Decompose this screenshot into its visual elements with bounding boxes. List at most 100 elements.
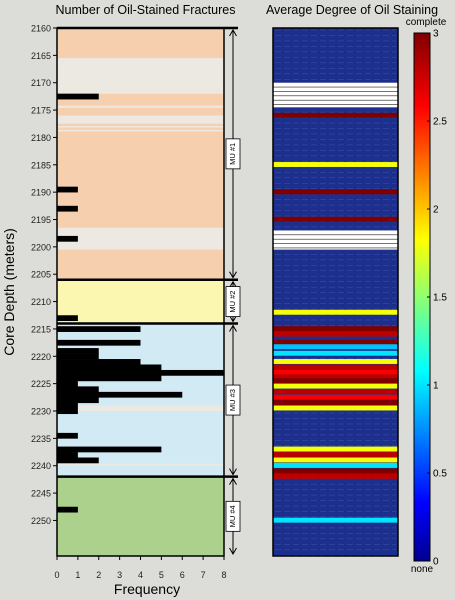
left-chart-title: Number of Oil-Stained Fractures — [56, 3, 236, 17]
fracture-bar — [57, 457, 99, 464]
fracture-bar — [57, 348, 99, 354]
y-tick-label: 2225 — [31, 379, 51, 389]
y-tick-label: 2190 — [31, 188, 51, 198]
gap-band — [57, 115, 224, 124]
y-tick-label: 2195 — [31, 215, 51, 225]
arrow-head-down-icon — [229, 271, 237, 279]
fracture-bar — [57, 93, 99, 100]
heatmap-cell — [273, 369, 398, 375]
y-tick-label: 2205 — [31, 270, 51, 280]
heatmap-cell — [273, 446, 398, 452]
colorbar-tick-label: 1.5 — [433, 293, 447, 304]
arrow-head-down-icon — [229, 468, 237, 476]
arrow-head-down-icon — [229, 315, 237, 323]
heatmap-cell — [273, 364, 398, 370]
y-tick-label: 2230 — [31, 407, 51, 417]
gap-band — [57, 129, 224, 132]
fracture-bar — [57, 452, 78, 458]
heatmap-cell — [273, 457, 398, 463]
heatmap-cell — [273, 350, 398, 356]
fracture-bar — [57, 205, 78, 212]
y-tick-label: 2220 — [31, 352, 51, 362]
fracture-bar — [57, 402, 78, 409]
heatmap-cell — [273, 473, 398, 479]
heatmap-cell — [273, 452, 398, 457]
arrow-head-up-icon — [229, 280, 237, 288]
heatmap-cell — [273, 216, 398, 222]
fracture-bar — [57, 408, 78, 415]
colorbar-bottom-label: none — [411, 564, 434, 575]
colorbar-top-label: complete — [406, 17, 447, 28]
fracture-bar — [57, 380, 78, 387]
gap-band — [57, 105, 224, 108]
mu-label: MU #3 — [228, 389, 237, 411]
y-tick-label: 2165 — [31, 51, 51, 61]
heatmap-cell — [273, 383, 398, 389]
y-tick-label: 2250 — [31, 516, 51, 526]
y-tick-label: 2180 — [31, 133, 51, 143]
fracture-bar — [57, 446, 162, 453]
gap-band — [57, 405, 224, 412]
heatmap-cell — [273, 468, 398, 474]
y-tick-label: 2215 — [31, 324, 51, 334]
fracture-bar — [57, 397, 99, 404]
heatmap-cell — [273, 331, 398, 337]
y-tick-label: 2200 — [31, 242, 51, 252]
colorbar-tick-label: 1 — [433, 381, 439, 392]
fracture-bar — [57, 386, 99, 393]
heatmap-frame — [272, 27, 399, 557]
y-tick-label: 2240 — [31, 461, 51, 471]
colorbar-tick-label: 2 — [433, 205, 439, 216]
fracture-bar — [57, 364, 162, 371]
fracture-bar — [57, 186, 78, 193]
fracture-bar — [57, 391, 183, 398]
heatmap-cell — [273, 405, 398, 411]
arrow-head-up-icon — [229, 29, 237, 37]
heatmap-cell — [273, 339, 398, 345]
fracture-bar — [57, 432, 78, 439]
heatmap-cell — [273, 462, 398, 468]
heatmap-cell — [273, 344, 398, 350]
x-axis-label: Frequency — [114, 581, 180, 597]
y-tick-label: 2185 — [31, 160, 51, 170]
heatmap-gap — [273, 82, 398, 108]
heatmap-cell — [273, 359, 398, 364]
gap-band — [57, 463, 224, 466]
heatmap-cell — [273, 162, 398, 167]
heatmap-cell — [273, 326, 398, 332]
gap-band — [57, 227, 224, 250]
mu-label-box — [225, 138, 241, 170]
colorbar-tick-label: 0.5 — [433, 469, 447, 480]
colorbar-tick-label: 3 — [433, 29, 439, 40]
x-tick-label: 3 — [117, 570, 122, 580]
x-tick-label: 4 — [138, 570, 143, 580]
x-tick-label: 1 — [75, 570, 80, 580]
mu-label: MU #2 — [228, 291, 237, 313]
heatmap-cell — [273, 189, 398, 195]
fracture-bar — [57, 506, 78, 513]
x-tick-label: 7 — [201, 570, 206, 580]
heatmap-cell — [273, 517, 398, 523]
fracture-bar — [57, 326, 141, 332]
fracture-bar — [57, 315, 78, 322]
gap-band — [57, 90, 224, 94]
x-tick-label: 6 — [180, 570, 185, 580]
x-tick-label: 8 — [221, 570, 226, 580]
heatmap-cell — [273, 378, 398, 384]
x-tick-label: 5 — [159, 570, 164, 580]
fracture-bar — [57, 359, 141, 365]
fracture-bar — [57, 339, 141, 346]
arrow-head-down-icon — [229, 547, 237, 555]
colorbar-tick-label: 0 — [433, 557, 439, 568]
y-tick-label: 2210 — [31, 297, 51, 307]
fracture-bar — [57, 375, 162, 382]
y-axis-label: Core Depth (meters) — [1, 228, 17, 356]
mu-label-box — [225, 384, 241, 416]
heatmap-cell — [273, 374, 398, 380]
y-tick-label: 2170 — [31, 78, 51, 88]
fracture-bar — [57, 353, 99, 360]
y-tick-label: 2160 — [31, 24, 51, 34]
mu-label-box — [225, 286, 241, 317]
heatmap-gap — [273, 230, 398, 250]
